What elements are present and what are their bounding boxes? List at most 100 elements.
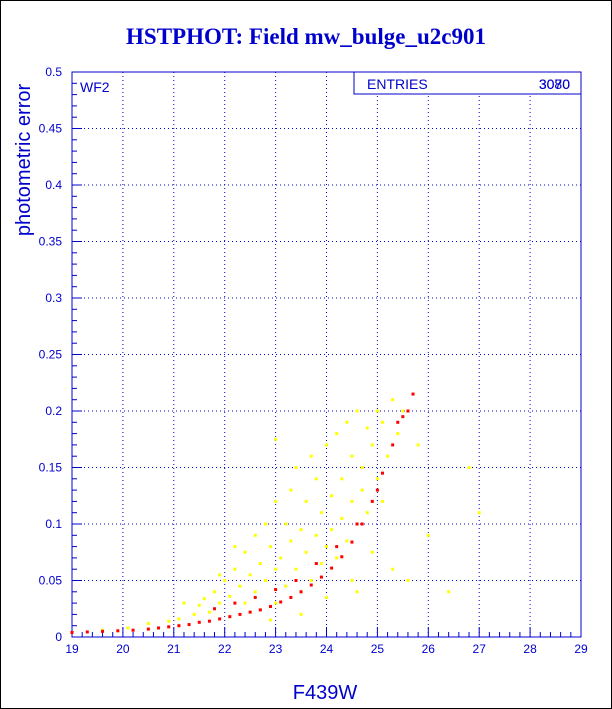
scatter-point	[299, 590, 303, 594]
scatter-point	[218, 573, 222, 577]
scatter-point	[365, 511, 369, 515]
scatter-point	[350, 540, 354, 544]
scatter-point	[263, 579, 267, 582]
scatter-point	[101, 629, 105, 633]
scatter-point	[70, 630, 74, 634]
stats-entries-value-overprint: 3070	[539, 76, 570, 92]
scatter-point	[233, 545, 237, 549]
scatter-point	[228, 615, 232, 619]
y-axis-label: photometric error	[13, 84, 35, 237]
scatter-point	[258, 608, 262, 612]
scatter-point	[335, 556, 339, 560]
scatter-point	[391, 443, 395, 447]
scatter-point	[157, 626, 161, 630]
scatter-point	[182, 601, 186, 605]
scatter-point	[345, 539, 349, 543]
x-tick-label: 27	[473, 642, 487, 656]
scatter-point	[355, 590, 359, 594]
x-tick-label: 20	[116, 642, 130, 656]
y-tick-label: 0	[55, 630, 62, 644]
scatter-point	[187, 623, 191, 627]
scatter-point	[401, 409, 405, 413]
scatter-point	[197, 603, 201, 607]
x-tick-label: 19	[65, 642, 79, 656]
scatter-point	[274, 437, 278, 441]
scatter-point	[289, 488, 293, 492]
x-tick-label: 24	[320, 642, 334, 656]
scatter-point	[223, 579, 227, 582]
scatter-point	[340, 516, 344, 520]
x-tick-label: 28	[523, 642, 537, 656]
scatter-point	[391, 567, 395, 571]
x-tick-label: 21	[167, 642, 181, 656]
chart-title: HSTPHOT: Field mw_bulge_u2c901	[126, 24, 486, 49]
scatter-point	[360, 488, 364, 492]
scatter-point	[289, 539, 293, 543]
scatter-point	[274, 601, 278, 605]
scatter-point	[406, 579, 410, 582]
y-tick-label: 0.45	[39, 122, 63, 136]
scatter-point	[213, 590, 217, 594]
scatter-point	[309, 454, 313, 458]
scatter-point	[253, 595, 257, 599]
scatter-point	[386, 454, 390, 458]
scatter-point	[167, 619, 171, 623]
scatter-point	[294, 567, 298, 571]
scatter-point	[370, 550, 374, 554]
scatter-point	[355, 409, 359, 413]
scatter-point	[314, 562, 318, 566]
scatter-point	[396, 420, 400, 424]
scatter-point	[294, 466, 298, 469]
scatter-point	[314, 477, 318, 481]
scatter-point	[370, 499, 374, 503]
scatter-point	[477, 511, 481, 515]
scatter-point	[375, 488, 379, 492]
scatter-point	[274, 499, 278, 503]
scatter-point	[238, 612, 242, 616]
scatter-point	[416, 443, 420, 447]
y-tick-label: 0.25	[39, 348, 63, 362]
scatter-point	[258, 562, 262, 566]
stats-entries-value: 3080	[539, 76, 570, 92]
scatter-point	[350, 579, 354, 582]
x-tick-label: 22	[218, 642, 232, 656]
scatter-point	[197, 620, 201, 624]
y-tick-label: 0.35	[39, 235, 63, 249]
scatter-point	[177, 617, 181, 621]
scatter-point	[380, 420, 384, 424]
scatter-point	[284, 522, 288, 526]
scatter-point	[426, 533, 430, 537]
scatter-point	[330, 566, 334, 570]
scatter-point	[309, 579, 313, 582]
scatter-point	[325, 443, 328, 447]
scatter-point	[213, 607, 217, 611]
scatter-point	[330, 494, 334, 498]
x-tick-label: 23	[269, 642, 283, 656]
scatter-point	[340, 555, 344, 559]
scatter-point	[238, 584, 242, 588]
scatter-point	[319, 562, 323, 566]
scatter-point	[335, 432, 339, 436]
scatter-point	[299, 528, 303, 532]
scatter-point	[167, 625, 171, 629]
scatter-point	[279, 600, 283, 604]
y-tick-label: 0.05	[39, 574, 63, 588]
scatter-point	[253, 533, 257, 537]
y-tick-label: 0.3	[45, 291, 62, 305]
scatter-point	[391, 398, 395, 402]
scatter-point	[355, 522, 359, 526]
scatter-point	[218, 601, 222, 605]
scatter-point	[325, 545, 328, 549]
scatter-point	[467, 466, 471, 469]
scatter-point	[85, 630, 89, 634]
scatter-point	[243, 550, 247, 554]
scatter-point	[233, 601, 237, 605]
scatter-point	[396, 432, 400, 436]
scatter-point	[233, 567, 237, 571]
scatter-point	[263, 522, 267, 526]
scatter-point	[289, 595, 293, 599]
scatter-point	[218, 617, 222, 621]
scatter-point	[146, 627, 150, 631]
x-axis-label: F439W	[293, 682, 358, 704]
